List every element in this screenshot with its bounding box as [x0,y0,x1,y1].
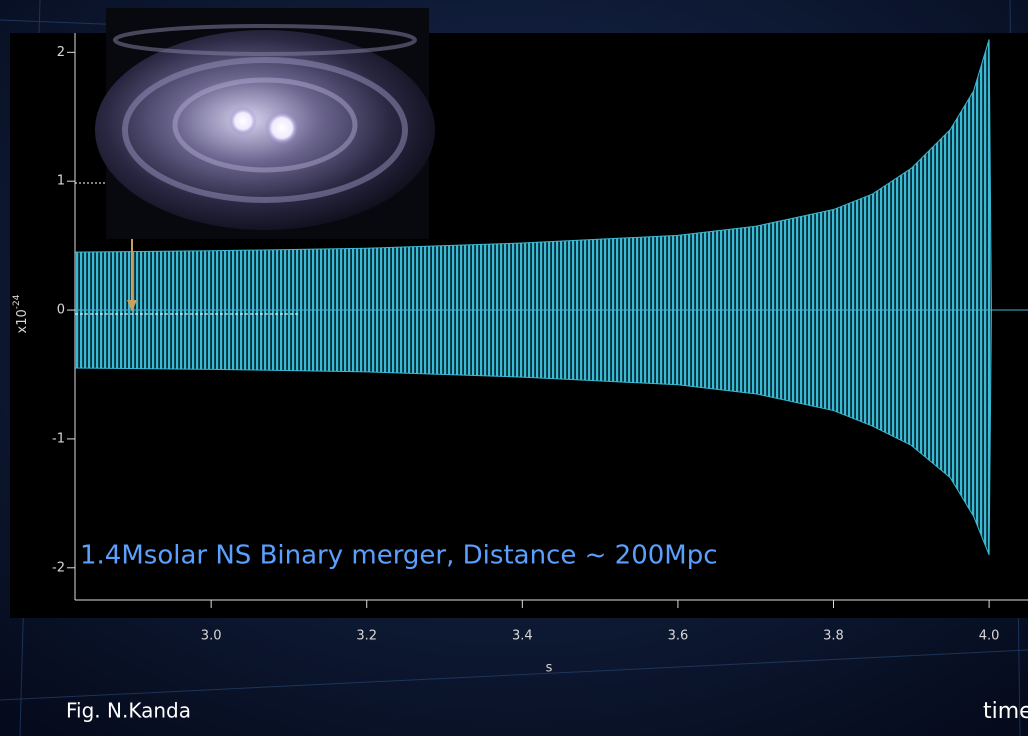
x-axis-label: s [546,661,553,676]
y-tick-label: 0 [57,303,65,318]
x-tick-label: 3.2 [356,629,377,644]
y-tick-label: 2 [57,45,65,60]
arrow-head [127,300,137,312]
waveform-area [74,309,1028,556]
y-axis-label: x10-24 [12,294,30,333]
y-axis-label-exponent: -24 [12,294,22,309]
x-tick-label: 3.6 [668,629,689,644]
plot: 3.0 3.2 3.4 3.6 3.8 4.0 -2 -1 0 1 2 [52,33,1028,644]
y-tick-label: -1 [52,431,65,446]
x-tick-label: 4.0 [979,629,1000,644]
footer-label: time [983,699,1028,724]
binary-star-image [95,8,435,239]
x-tick-label: 3.4 [512,629,533,644]
waveform-area [74,39,1028,311]
y-tick-label: -2 [52,560,65,575]
annotation: 1.4Msolar NS Binary merger, Distance ~ 2… [80,541,718,571]
y-tick-label: 1 [57,174,65,189]
x-tick-label: 3.0 [201,629,222,644]
y-axis-label-text: x10 [15,309,30,333]
y-axis-label-base: x10-24 [12,294,30,333]
credit: Fig. N.Kanda [66,699,191,723]
x-tick-label: 3.8 [823,629,844,644]
